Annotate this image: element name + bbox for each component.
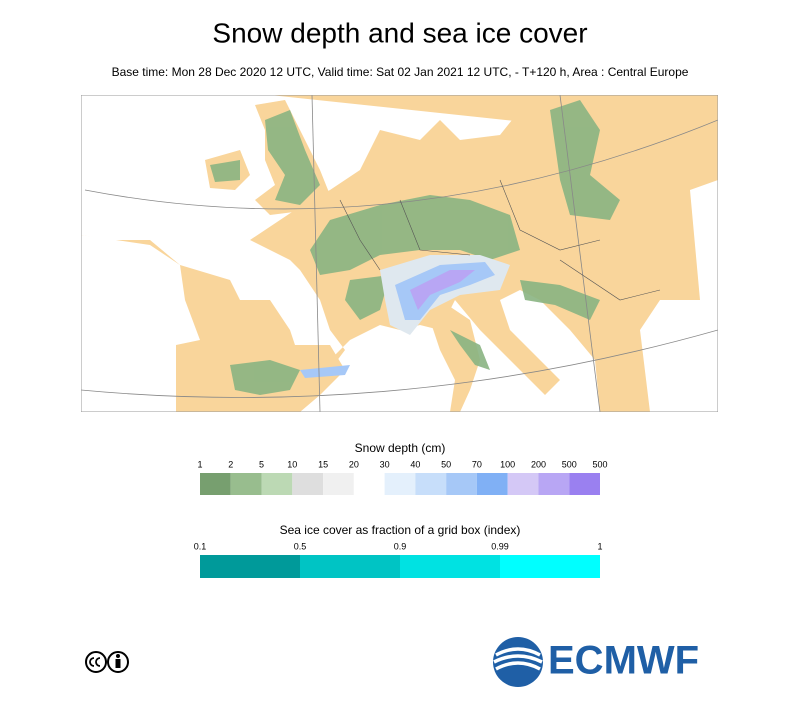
- legend-swatch: [384, 473, 416, 495]
- legend-tick-label: 1: [597, 541, 602, 551]
- legend-swatch: [300, 555, 400, 578]
- legend-tick-label: 200: [531, 459, 546, 469]
- legend-tick-label: 500: [592, 459, 607, 469]
- legend-tick-label: 20: [349, 459, 359, 469]
- legend-tick-label: 15: [318, 459, 328, 469]
- cc-icon: [85, 651, 129, 673]
- ice-legend-title: Sea ice cover as fraction of a grid box …: [280, 523, 521, 537]
- legend-swatch: [500, 555, 600, 578]
- legend-swatch: [507, 473, 539, 495]
- legend-swatch: [569, 473, 600, 495]
- title: Snow depth and sea ice cover: [212, 17, 587, 48]
- snow-legend: 1 2 5 10 15 20 30 40 50 70 100 200 500 500: [197, 459, 608, 495]
- snow-legend-title: Snow depth (cm): [355, 441, 446, 455]
- legend-tick-label: 40: [410, 459, 420, 469]
- map: [81, 95, 718, 412]
- legend-tick-label: 70: [472, 459, 482, 469]
- legend-swatch: [476, 473, 508, 495]
- legend-swatch: [261, 473, 293, 495]
- legend-swatch: [200, 555, 300, 578]
- legend-tick-label: 0.9: [394, 541, 407, 551]
- legend-tick-label: 100: [500, 459, 515, 469]
- legend-swatch: [400, 555, 500, 578]
- legend-tick-label: 0.1: [194, 541, 207, 551]
- legend-tick-label: 0.99: [491, 541, 509, 551]
- legend-tick-label: 30: [380, 459, 390, 469]
- legend-tick-label: 0.5: [294, 541, 307, 551]
- legend-swatch: [323, 473, 354, 495]
- legend-swatch: [538, 473, 570, 495]
- legend-tick-label: 2: [228, 459, 233, 469]
- subtitle: Base time: Mon 28 Dec 2020 12 UTC, Valid…: [112, 65, 689, 79]
- legend-tick-label: 500: [562, 459, 577, 469]
- legend-swatch: [415, 473, 447, 495]
- legend-tick-label: 10: [287, 459, 297, 469]
- legend-tick-label: 5: [259, 459, 264, 469]
- legend-swatch: [200, 473, 231, 495]
- logo-text: ECMWF: [548, 639, 699, 683]
- ecmwf-logo: ECMWF: [493, 637, 699, 687]
- legend-tick-label: 50: [441, 459, 451, 469]
- legend-tick-label: 1: [197, 459, 202, 469]
- legend-swatch: [230, 473, 262, 495]
- legend-swatch: [292, 473, 324, 495]
- ice-legend: 0.1 0.5 0.9 0.99 1: [194, 541, 603, 578]
- legend-swatch: [353, 473, 385, 495]
- legend-swatch: [446, 473, 477, 495]
